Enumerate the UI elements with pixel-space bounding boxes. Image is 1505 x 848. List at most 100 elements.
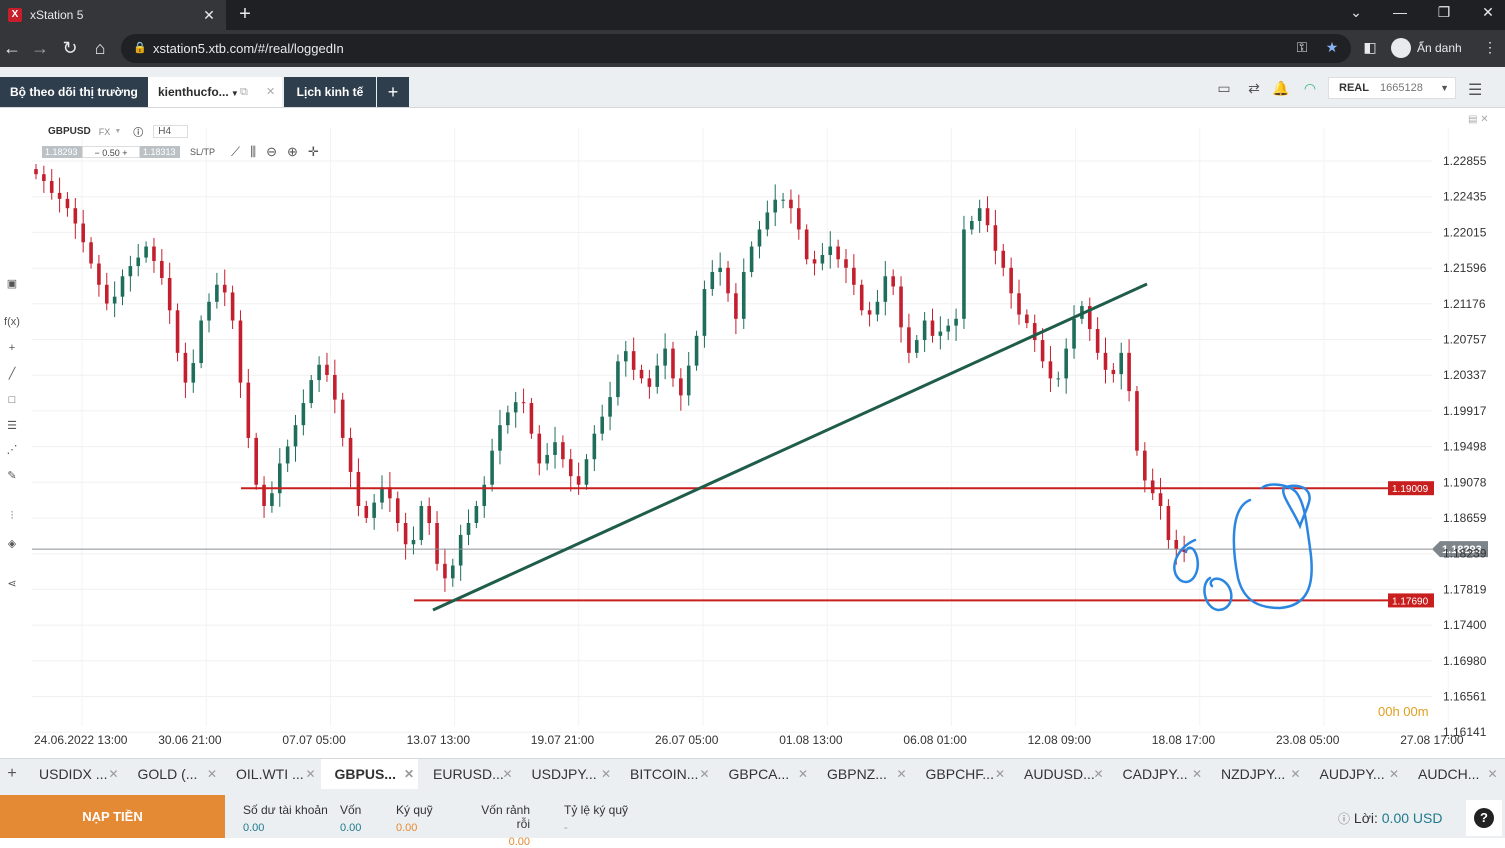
crosshair-icon[interactable]: ✛ xyxy=(307,144,319,159)
info-icon[interactable]: ⓘ xyxy=(133,128,144,139)
sell-price-button[interactable]: 1.18293 xyxy=(42,146,82,158)
close-panel-icon[interactable]: ✕ xyxy=(1480,114,1489,125)
add-tab-button[interactable]: + xyxy=(377,77,409,107)
reload-icon[interactable]: ↻ xyxy=(62,38,78,58)
chevron-down-icon[interactable]: ▼ xyxy=(114,128,122,135)
star-bookmark-icon[interactable]: ★ xyxy=(1325,39,1339,55)
close-instrument-tab-icon[interactable]: ✕ xyxy=(1093,767,1104,781)
chevron-down-icon[interactable]: ▼ xyxy=(228,89,239,98)
instrument-tab[interactable]: GOLD (... ✕ xyxy=(124,759,222,789)
close-instrument-tab-icon[interactable]: ✕ xyxy=(1290,767,1301,781)
instrument-tab[interactable]: GBPCHF... ✕ xyxy=(912,759,1010,789)
instrument-tab[interactable]: USDJPY... ✕ xyxy=(518,759,616,789)
restore-icon[interactable]: ❐ xyxy=(1437,4,1451,20)
candle-body xyxy=(1158,493,1163,506)
close-window-icon[interactable]: ✕ xyxy=(1482,4,1494,20)
close-instrument-tab-icon[interactable]: ✕ xyxy=(1487,767,1498,781)
share-icon[interactable]: ⋖ xyxy=(7,578,17,590)
timeframe-select[interactable]: H4 xyxy=(153,125,189,138)
settings-sliders-icon[interactable]: ⫶ xyxy=(10,510,14,522)
indicators-icon[interactable]: ⫼ xyxy=(250,144,257,159)
instrument-tab[interactable]: USDIDX ... ✕ xyxy=(25,759,123,789)
pitchfork-tool-icon[interactable]: ⋰ xyxy=(6,444,18,456)
chart-panel[interactable]: 1.19009 1.17690 1.18293 1.22855 1.22435 1.22… xyxy=(0,108,1505,758)
key-icon[interactable]: ⚿ xyxy=(1296,39,1308,55)
currency-exchange-icon[interactable]: ⇄ xyxy=(1248,80,1260,96)
close-instrument-tab-icon[interactable]: ✕ xyxy=(994,767,1005,781)
browser-tab[interactable]: X xStation 5 ✕ xyxy=(0,0,226,30)
candle-body xyxy=(160,260,164,278)
function-icon[interactable]: f(x) xyxy=(4,316,20,328)
address-bar[interactable]: 🔒 xstation5.xtb.com/#/real/loggedIn xyxy=(121,34,1351,63)
incognito-profile[interactable]: Ẩn danh xyxy=(1391,37,1462,59)
close-instrument-tab-icon[interactable]: ✕ xyxy=(108,767,119,781)
instrument-tab[interactable]: AUDJPY... ✕ xyxy=(1306,759,1404,789)
close-instrument-tab-icon[interactable]: ✕ xyxy=(502,767,513,781)
close-instrument-tab-icon[interactable]: ✕ xyxy=(1388,767,1399,781)
current-price-tag xyxy=(1432,541,1488,558)
close-instrument-tab-icon[interactable]: ✕ xyxy=(797,767,808,781)
instrument-tab[interactable]: NZDJPY... ✕ xyxy=(1207,759,1305,789)
crosshair-tool-icon[interactable]: + xyxy=(8,342,16,354)
instrument-tab[interactable]: OIL.WTI ... ✕ xyxy=(222,759,320,789)
new-tab-button[interactable]: + xyxy=(239,3,251,25)
fibonacci-tool-icon[interactable]: ☰ xyxy=(7,420,17,432)
help-button[interactable]: ? xyxy=(1466,800,1502,836)
close-instrument-tab-icon[interactable]: ✕ xyxy=(403,767,414,781)
instrument-tab[interactable]: GBPUS... ✕ xyxy=(320,759,418,789)
sidepanel-icon[interactable]: ◧ xyxy=(1363,39,1377,55)
browser-tab-title: xStation 5 xyxy=(30,8,84,22)
instrument-tab[interactable]: GBPCA... ✕ xyxy=(715,759,813,789)
close-instrument-tab-icon[interactable]: ✕ xyxy=(206,767,217,781)
pencil-tool-icon[interactable]: ✎ xyxy=(7,470,17,482)
forward-icon[interactable]: → xyxy=(31,38,49,58)
plus-icon[interactable]: + xyxy=(119,148,128,158)
volume-value[interactable]: 0.50 xyxy=(102,148,120,158)
minus-icon[interactable]: − xyxy=(94,148,103,158)
instrument-tab[interactable]: BITCOIN... ✕ xyxy=(616,759,714,789)
account-selector[interactable]: REAL 1665128 ▼ xyxy=(1328,77,1456,99)
sltp-button[interactable]: SL/TP xyxy=(190,147,216,157)
close-instrument-tab-icon[interactable]: ✕ xyxy=(305,767,316,781)
tab-economic-calendar[interactable]: Lịch kinh tế xyxy=(284,77,376,107)
rectangle-tool-icon[interactable]: □ xyxy=(8,394,16,406)
tab-market-watch[interactable]: Bộ theo dõi thị trường xyxy=(0,77,148,107)
deposit-button[interactable]: NẠP TIỀN xyxy=(0,795,225,838)
back-icon[interactable]: ← xyxy=(3,38,21,58)
instrument-tab[interactable]: CADJPY... ✕ xyxy=(1109,759,1207,789)
popout-icon[interactable]: ⧉ xyxy=(240,86,248,98)
close-instrument-tab-icon[interactable]: ✕ xyxy=(896,767,907,781)
minimize-icon[interactable]: — xyxy=(1393,4,1407,20)
instrument-tab[interactable]: GBPNZ... ✕ xyxy=(813,759,911,789)
browser-menu-icon[interactable]: ⋮ xyxy=(1483,39,1497,55)
add-instrument-icon[interactable]: + xyxy=(7,765,17,782)
volume-stepper[interactable]: − 0.50 + xyxy=(82,146,140,158)
layers-icon[interactable]: ◈ xyxy=(7,538,17,550)
line-tool-icon[interactable]: ╱ xyxy=(8,368,16,380)
instrument-tab[interactable]: AUDCH... ✕ xyxy=(1404,759,1502,789)
maximize-panel-icon[interactable]: ▤ xyxy=(1468,114,1478,125)
close-tab-icon[interactable]: ✕ xyxy=(203,6,215,23)
tab-search-icon[interactable]: ⌄ xyxy=(1350,4,1362,20)
instrument-tab[interactable]: EURUSD... ✕ xyxy=(419,759,517,789)
zoom-in-icon[interactable]: ⊕ xyxy=(287,144,298,159)
panel-toggle-icon[interactable]: ▣ xyxy=(6,278,18,290)
panel-controls[interactable]: ▤ ✕ xyxy=(1468,114,1489,125)
buy-price-button[interactable]: 1.18313 xyxy=(140,146,180,158)
close-instrument-tab-icon[interactable]: ✕ xyxy=(699,767,710,781)
candle-body xyxy=(1127,352,1131,392)
layout-icon[interactable]: ▭ xyxy=(1217,80,1231,96)
hamburger-menu-icon[interactable]: ☰ xyxy=(1468,82,1483,99)
home-icon[interactable]: ⌂ xyxy=(94,38,106,58)
info-icon[interactable]: ⓘ xyxy=(1338,812,1351,826)
instrument-symbol[interactable]: GBPUSD xyxy=(48,126,91,137)
tab-kienthuc[interactable]: kienthucfo... ▼ ⧉ ✕ xyxy=(148,77,282,107)
line-chart-icon[interactable]: ⟋ xyxy=(231,144,241,159)
close-instrument-tab-icon[interactable]: ✕ xyxy=(1191,767,1202,781)
bell-icon[interactable]: 🔔 xyxy=(1272,80,1290,96)
zoom-out-icon[interactable]: ⊖ xyxy=(266,144,278,159)
close-instrument-tab-icon[interactable]: ✕ xyxy=(600,767,611,781)
instrument-tab[interactable]: AUDUSD... ✕ xyxy=(1010,759,1108,789)
close-tab-kienthuc-icon[interactable]: ✕ xyxy=(266,86,276,98)
